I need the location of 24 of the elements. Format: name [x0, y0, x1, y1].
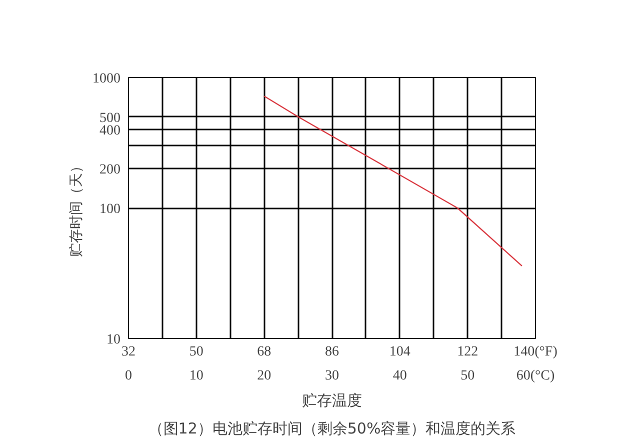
x2-tick-label: 86: [325, 344, 339, 360]
x2-tick-label: 50: [189, 344, 204, 360]
y-tick-label: 10: [106, 332, 120, 348]
y-tick-label: 1000: [92, 72, 120, 86]
x2-tick-label: 122: [457, 344, 478, 360]
x-tick-label: 40: [392, 368, 407, 384]
x2-tick-label: 140(°F): [514, 344, 558, 360]
y-axis-title: 贮存时间（天）: [68, 159, 84, 257]
y-tick-label: 100: [100, 202, 120, 217]
x-tick-label: 60(°C): [516, 368, 555, 384]
text: （图12）电池贮存时间（剩余50%容量）和温度的关系: [148, 420, 516, 438]
y-tick-label: 500: [100, 110, 120, 126]
x-axis-title: 贮存温度: [302, 392, 362, 410]
x-tick-label: 10: [189, 368, 204, 384]
x-tick-label: 50: [460, 368, 475, 384]
x2-tick-label: 104: [389, 344, 410, 360]
x2-tick-label: 68: [257, 344, 272, 360]
line-series: [264, 96, 523, 267]
x-tick-label: 20: [257, 368, 272, 384]
y-tick-label: 400: [100, 123, 120, 138]
x2-tick-label: 32: [122, 344, 136, 360]
x-tick-label: 0: [125, 368, 132, 384]
y-tick-label: 200: [100, 162, 120, 178]
x-tick-label: 30: [325, 368, 339, 384]
